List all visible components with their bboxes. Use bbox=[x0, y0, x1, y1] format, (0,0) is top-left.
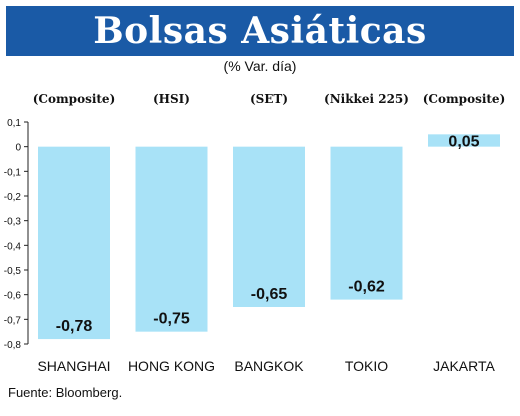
y-tick-label: -0,4 bbox=[4, 241, 22, 252]
y-tick-label: -0,1 bbox=[4, 167, 22, 178]
value-label: -0,75 bbox=[153, 311, 190, 328]
index-label: (Composite) bbox=[33, 92, 116, 106]
category-label: TOKIO bbox=[345, 358, 388, 374]
y-tick-label: 0 bbox=[15, 143, 21, 154]
title-banner: Bolsas Asiáticas bbox=[6, 6, 514, 56]
category-label: HONG KONG bbox=[128, 358, 215, 374]
value-label: 0,05 bbox=[448, 133, 479, 150]
bar-bangkok bbox=[233, 146, 305, 307]
category-label: JAKARTA bbox=[433, 358, 495, 374]
y-tick-label: -0,5 bbox=[4, 266, 22, 277]
index-label: (SET) bbox=[250, 92, 288, 106]
index-label: (Composite) bbox=[423, 92, 506, 106]
chart-title: Bolsas Asiáticas bbox=[93, 10, 427, 52]
index-label: (HSI) bbox=[153, 92, 190, 106]
category-label: BANGKOK bbox=[234, 358, 304, 374]
y-tick-label: 0,1 bbox=[7, 118, 21, 129]
y-tick-label: -0,2 bbox=[4, 192, 22, 203]
source-note: Fuente: Bloomberg. bbox=[8, 385, 123, 400]
y-tick-label: -0,6 bbox=[4, 291, 22, 302]
chart-subtitle: (% Var. día) bbox=[223, 58, 297, 74]
value-label: -0,62 bbox=[348, 279, 385, 296]
y-tick-label: -0,8 bbox=[4, 340, 22, 351]
bar-shanghai bbox=[38, 146, 110, 340]
index-label: (Nikkei 225) bbox=[324, 92, 409, 106]
y-tick-label: -0,3 bbox=[4, 217, 22, 228]
y-tick-label: -0,7 bbox=[4, 315, 22, 326]
category-label: SHANGHAI bbox=[37, 358, 110, 374]
value-label: -0,65 bbox=[251, 286, 288, 303]
bar-jakarta bbox=[428, 134, 500, 147]
value-label: -0,78 bbox=[56, 318, 93, 335]
bar-tokio bbox=[330, 146, 403, 300]
bar-hong-kong bbox=[135, 146, 208, 332]
